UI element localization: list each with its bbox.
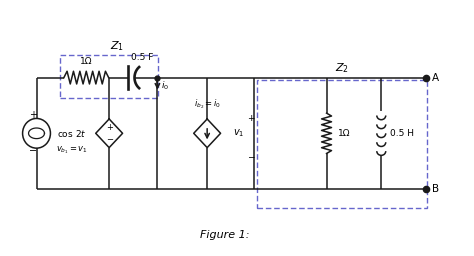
Text: +: + (246, 114, 254, 123)
Text: $i_{b_2} = i_0$: $i_{b_2} = i_0$ (194, 98, 221, 111)
Text: 0.5 F: 0.5 F (131, 53, 153, 62)
Text: −: − (246, 153, 254, 162)
Text: B: B (432, 184, 439, 194)
Text: $v_1$: $v_1$ (233, 127, 244, 139)
Text: $Z_1$: $Z_1$ (110, 39, 124, 53)
Bar (60, 55, 158, 98)
Text: A: A (432, 73, 439, 83)
Text: +: + (29, 110, 37, 120)
Text: 0.5 H: 0.5 H (390, 129, 414, 138)
Text: Figure 1:: Figure 1: (200, 230, 249, 240)
Text: $i_0$: $i_0$ (161, 79, 170, 92)
Text: +: + (106, 123, 113, 133)
Text: −: − (29, 146, 37, 156)
Text: −: − (106, 135, 113, 144)
Text: cos 2$t$: cos 2$t$ (57, 128, 87, 139)
Text: $v_{b_1} = v_1$: $v_{b_1} = v_1$ (56, 144, 88, 156)
Text: $Z_2$: $Z_2$ (335, 61, 349, 75)
Text: 1Ω: 1Ω (337, 129, 350, 138)
Bar (257, 80, 427, 208)
Text: 1Ω: 1Ω (80, 57, 92, 66)
